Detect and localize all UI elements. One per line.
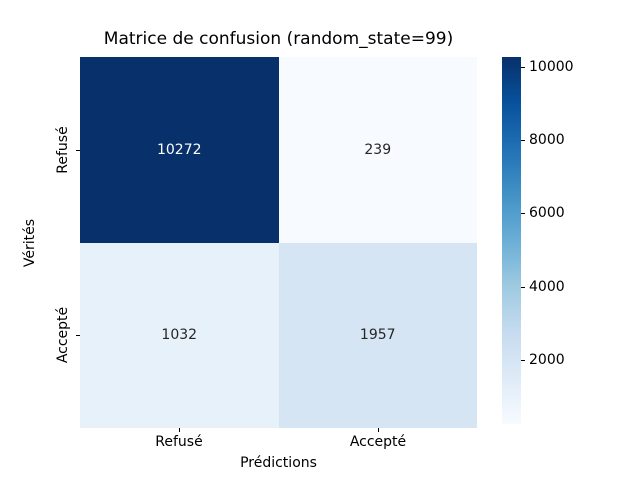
- colorbar-tick-mark: [521, 287, 525, 288]
- y-tick-label-refuse: Refusé: [55, 126, 71, 174]
- cell-annotation: 10272: [156, 141, 202, 158]
- x-tick-mark: [179, 428, 180, 432]
- x-tick-label-accepte: Accepté: [349, 434, 407, 450]
- cell-annotation: 1957: [359, 327, 396, 344]
- colorbar-tick-label: 4000: [529, 279, 565, 295]
- x-tick-mark: [378, 428, 379, 432]
- heatmap-cell-true-refuse-pred-accepte: 239: [278, 57, 477, 243]
- x-axis-label: Prédictions: [240, 455, 317, 471]
- x-tick-label-refuse: Refusé: [155, 434, 203, 450]
- heatmap-cell-true-refuse-pred-refuse: 10272: [80, 57, 279, 243]
- chart-title: Matrice de confusion (random_state=99): [103, 29, 454, 49]
- y-tick-label-accepte: Accepté: [55, 306, 71, 364]
- colorbar-gradient: [502, 57, 521, 424]
- cell-annotation: 1032: [161, 327, 198, 344]
- colorbar-tick-mark: [521, 360, 525, 361]
- y-axis-label: Vérités: [22, 218, 38, 268]
- heatmap: 10272 239 1032 1957: [80, 57, 477, 428]
- colorbar-tick-label: 6000: [529, 205, 565, 221]
- colorbar-tick-mark: [521, 140, 525, 141]
- y-tick-mark: [76, 335, 80, 336]
- colorbar-tick-mark: [521, 213, 525, 214]
- cell-annotation: 239: [364, 141, 392, 158]
- heatmap-cell-true-accepte-pred-refuse: 1032: [80, 242, 279, 428]
- colorbar-tick-label: 2000: [529, 352, 565, 368]
- colorbar-tick-label: 8000: [529, 132, 565, 148]
- heatmap-cell-true-accepte-pred-accepte: 1957: [278, 242, 477, 428]
- colorbar-tick-label: 10000: [529, 59, 574, 75]
- y-tick-mark: [76, 150, 80, 151]
- colorbar-tick-mark: [521, 67, 525, 68]
